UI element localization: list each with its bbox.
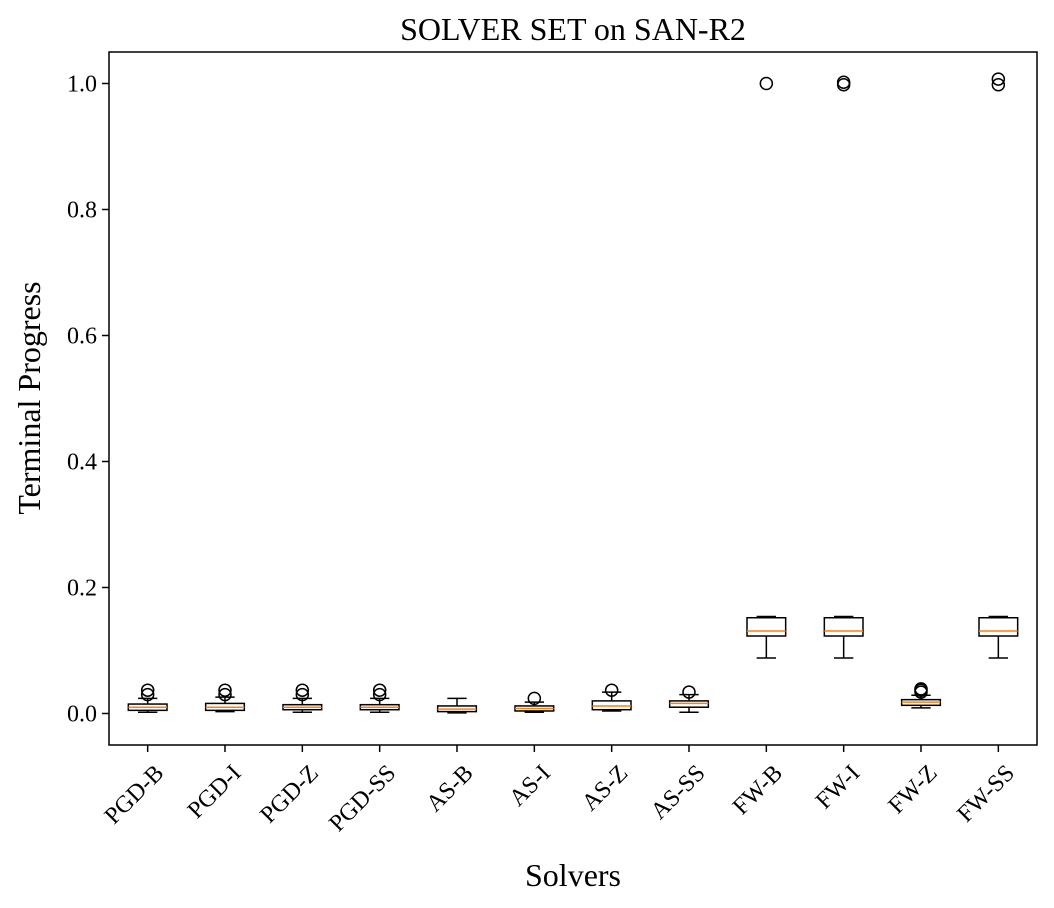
box-fw-i xyxy=(823,75,864,659)
x-tick-label: PGD-I xyxy=(183,760,247,824)
x-tick-label: FW-Z xyxy=(884,760,943,819)
x-axis: PGD-B PGD-I PGD-Z PGD-SS AS-B AS-I AS-Z AS-SS FW… xyxy=(100,745,1020,837)
y-tick-label: 0.2 xyxy=(67,576,97,602)
iqr-box xyxy=(978,616,1019,637)
outlier-point xyxy=(295,683,310,697)
y-axis-label: Terminal Progress xyxy=(11,281,47,514)
outlier-point xyxy=(140,683,155,697)
outlier-point xyxy=(682,685,696,699)
y-tick-label: 0.8 xyxy=(67,198,97,224)
plot-frame xyxy=(108,51,1038,746)
chart-title: SOLVER SET on SAN-R2 xyxy=(400,11,746,47)
outlier-point xyxy=(759,76,774,91)
box-pgd-i xyxy=(204,683,246,713)
outlier-point xyxy=(295,687,310,702)
outlier-point xyxy=(140,687,155,702)
outlier-point xyxy=(836,75,851,89)
box-pgd-b xyxy=(127,683,168,713)
x-tick-label: PGD-Z xyxy=(256,760,324,828)
box-as-b xyxy=(436,697,478,714)
outlier-point xyxy=(372,683,387,697)
outlier-point xyxy=(991,78,1006,92)
outlier-point xyxy=(527,691,542,706)
box-fw-z xyxy=(900,682,942,709)
x-tick-label: AS-SS xyxy=(646,760,711,825)
x-tick-label: FW-I xyxy=(811,760,865,814)
boxes-layer xyxy=(127,72,1019,714)
box-fw-ss xyxy=(978,72,1019,659)
outlier-point xyxy=(604,683,619,697)
x-tick-label: PGD-SS xyxy=(324,760,401,837)
y-tick-label: 0.0 xyxy=(67,702,97,728)
box-as-ss xyxy=(668,685,710,713)
x-tick-label: AS-Z xyxy=(577,760,633,816)
box-pgd-ss xyxy=(359,683,400,713)
y-tick-label: 1.0 xyxy=(67,72,97,98)
box-as-i xyxy=(514,691,555,713)
outlier-point xyxy=(218,683,232,697)
x-tick-label: FW-B xyxy=(728,760,788,820)
y-tick-label: 0.6 xyxy=(67,324,97,350)
y-axis: 0.0 0.2 0.4 0.6 0.8 1.0 xyxy=(67,72,109,728)
box-fw-b xyxy=(746,76,787,659)
iqr-box xyxy=(746,616,787,637)
x-axis-label: Solvers xyxy=(525,857,621,893)
outlier-point xyxy=(218,687,232,702)
x-tick-label: PGD-B xyxy=(100,760,169,829)
x-tick-label: FW-SS xyxy=(952,760,1019,827)
outlier-point xyxy=(372,687,387,702)
outlier-point xyxy=(914,682,928,696)
iqr-box xyxy=(823,616,864,637)
y-tick-label: 0.4 xyxy=(67,450,97,476)
x-tick-label: AS-B xyxy=(422,760,479,817)
box-as-z xyxy=(591,683,632,712)
x-tick-label: AS-I xyxy=(505,760,556,811)
box-pgd-z xyxy=(282,683,323,713)
outlier-point xyxy=(991,72,1006,86)
